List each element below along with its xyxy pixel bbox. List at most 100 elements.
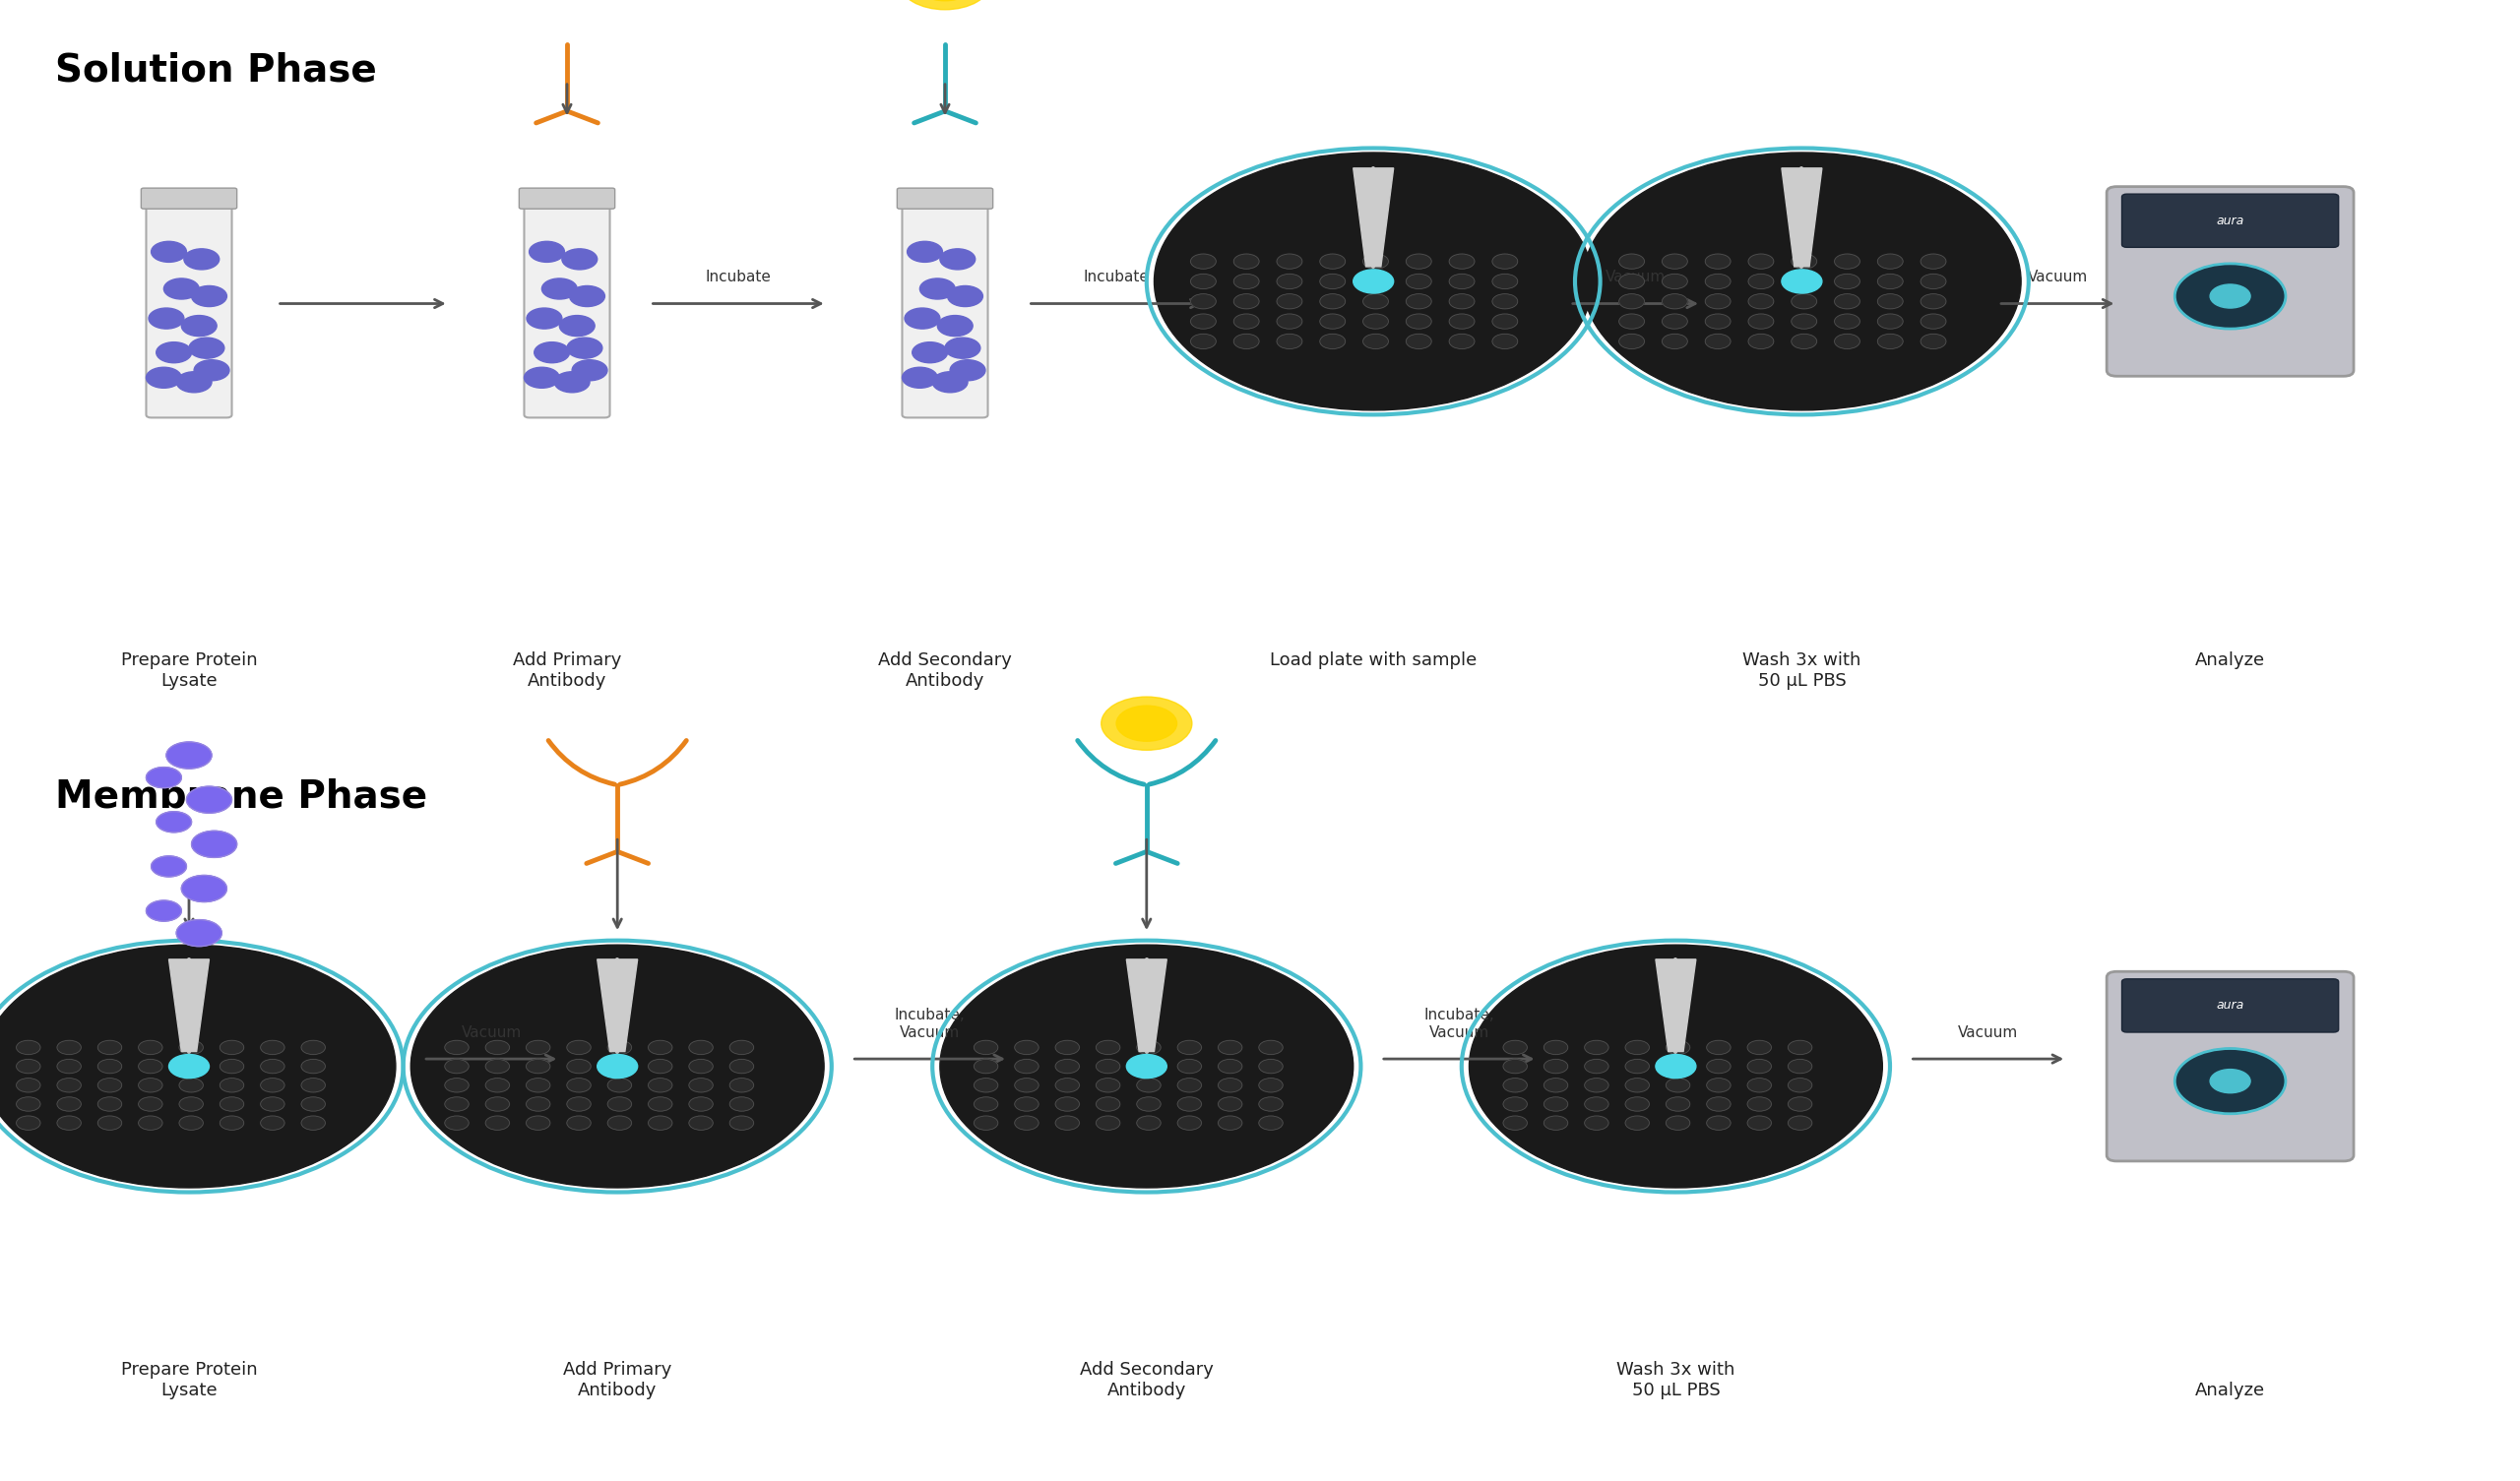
Circle shape [486, 1115, 509, 1130]
Circle shape [1217, 1097, 1242, 1111]
Circle shape [1363, 333, 1389, 350]
Circle shape [139, 1059, 161, 1074]
FancyBboxPatch shape [141, 188, 237, 209]
Circle shape [567, 1059, 590, 1074]
Circle shape [1706, 1059, 1731, 1074]
Text: Vacuum: Vacuum [1605, 270, 1666, 284]
Circle shape [1016, 1040, 1038, 1054]
Circle shape [181, 315, 217, 336]
Circle shape [1583, 153, 2021, 410]
Text: Membrane Phase: Membrane Phase [55, 778, 428, 815]
Circle shape [905, 308, 940, 329]
Circle shape [1137, 1059, 1162, 1074]
Circle shape [542, 278, 577, 299]
Circle shape [139, 1097, 161, 1111]
Circle shape [1492, 253, 1517, 270]
Circle shape [1666, 1059, 1691, 1074]
Circle shape [146, 767, 181, 788]
Circle shape [1056, 1040, 1079, 1054]
Circle shape [1618, 274, 1646, 289]
Circle shape [554, 372, 590, 392]
Circle shape [567, 1078, 590, 1093]
FancyBboxPatch shape [897, 188, 993, 209]
Circle shape [1706, 1115, 1731, 1130]
Circle shape [937, 315, 973, 336]
Circle shape [1320, 314, 1346, 329]
Circle shape [1545, 1115, 1567, 1130]
Circle shape [1101, 696, 1192, 751]
Circle shape [260, 1097, 285, 1111]
Circle shape [1320, 333, 1346, 350]
Circle shape [1406, 314, 1431, 329]
Circle shape [1260, 1115, 1283, 1130]
Circle shape [1545, 1097, 1567, 1111]
Circle shape [192, 286, 227, 307]
Circle shape [139, 1040, 161, 1054]
Circle shape [973, 1115, 998, 1130]
Circle shape [151, 856, 186, 877]
Text: Vacuum: Vacuum [2029, 270, 2087, 284]
Circle shape [98, 1097, 121, 1111]
Circle shape [1502, 1115, 1527, 1130]
Circle shape [1469, 945, 1882, 1188]
Circle shape [1096, 1115, 1119, 1130]
Circle shape [1792, 333, 1817, 350]
Circle shape [607, 1078, 633, 1093]
Circle shape [1545, 1059, 1567, 1074]
Circle shape [444, 1059, 469, 1074]
Circle shape [648, 1115, 673, 1130]
Circle shape [527, 1097, 549, 1111]
Polygon shape [169, 960, 209, 1052]
Circle shape [1749, 333, 1774, 350]
Circle shape [1585, 1115, 1608, 1130]
Circle shape [1746, 1059, 1772, 1074]
Text: Add Secondary
Antibody: Add Secondary Antibody [1079, 1361, 1215, 1400]
Circle shape [1056, 1059, 1079, 1074]
Circle shape [688, 1115, 713, 1130]
Circle shape [1545, 1040, 1567, 1054]
Circle shape [607, 1040, 633, 1054]
Circle shape [1137, 1040, 1162, 1054]
Circle shape [1016, 1115, 1038, 1130]
Circle shape [1320, 253, 1346, 270]
Polygon shape [1782, 169, 1822, 267]
Circle shape [1278, 293, 1303, 310]
Circle shape [0, 945, 396, 1188]
Circle shape [1363, 314, 1389, 329]
Circle shape [1746, 1040, 1772, 1054]
Circle shape [486, 1078, 509, 1093]
Circle shape [607, 1115, 633, 1130]
Circle shape [1666, 1115, 1691, 1130]
Circle shape [1235, 333, 1260, 350]
FancyBboxPatch shape [2122, 194, 2339, 247]
Circle shape [219, 1059, 244, 1074]
Circle shape [1792, 274, 1817, 289]
Circle shape [1545, 1078, 1567, 1093]
Circle shape [1792, 253, 1817, 270]
Circle shape [1663, 253, 1688, 270]
Circle shape [1782, 270, 1822, 293]
Circle shape [1353, 270, 1394, 293]
Circle shape [260, 1115, 285, 1130]
Circle shape [1877, 293, 1903, 310]
Circle shape [1189, 333, 1217, 350]
Circle shape [1835, 274, 1860, 289]
Circle shape [1792, 314, 1817, 329]
Circle shape [1502, 1078, 1527, 1093]
Circle shape [1260, 1097, 1283, 1111]
Circle shape [1625, 1040, 1648, 1054]
Circle shape [1096, 1059, 1119, 1074]
Circle shape [1056, 1097, 1079, 1111]
Circle shape [1406, 293, 1431, 310]
Circle shape [1618, 333, 1646, 350]
Circle shape [688, 1078, 713, 1093]
Circle shape [1217, 1115, 1242, 1130]
Circle shape [1126, 1054, 1167, 1078]
Circle shape [1789, 1097, 1812, 1111]
Circle shape [2175, 264, 2286, 329]
Circle shape [1920, 274, 1945, 289]
Circle shape [945, 338, 980, 358]
Circle shape [176, 372, 212, 392]
Circle shape [1706, 1097, 1731, 1111]
Circle shape [648, 1059, 673, 1074]
